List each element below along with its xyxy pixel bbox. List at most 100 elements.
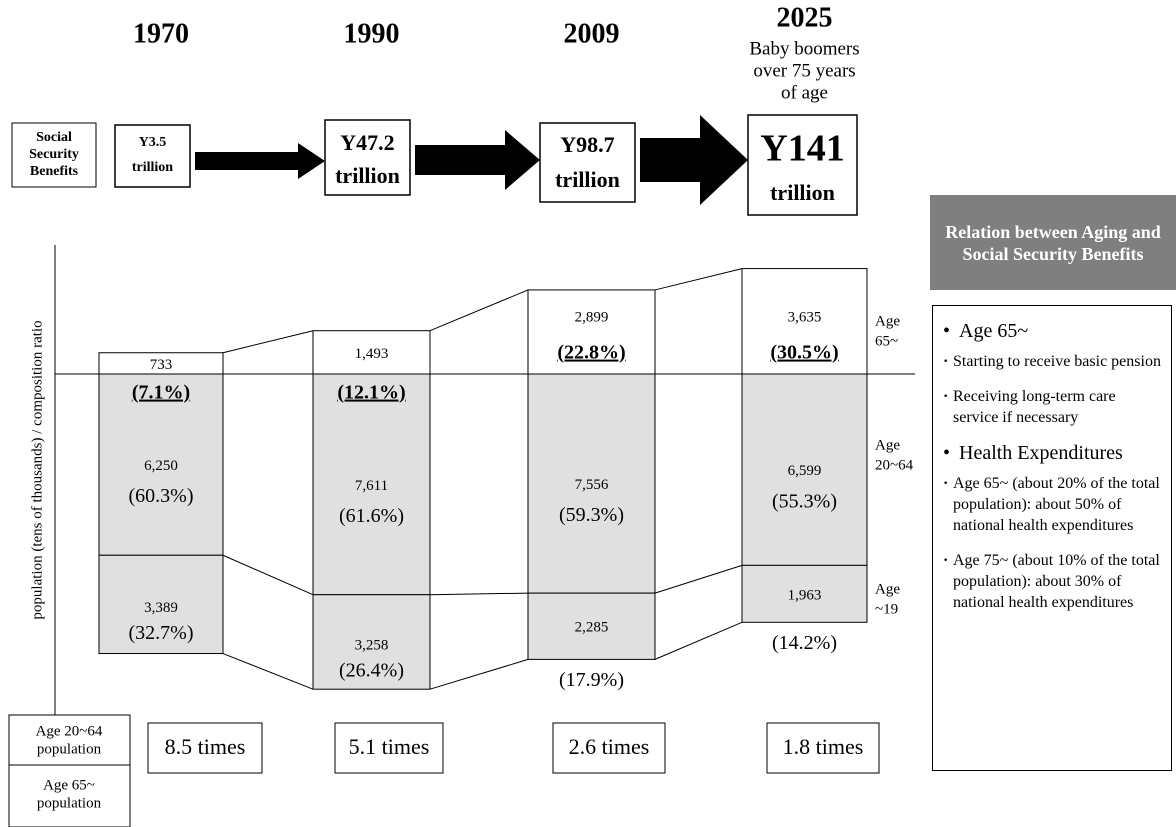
age19-value: 3,258 bbox=[355, 637, 389, 653]
connector bbox=[429, 658, 529, 690]
year-note: Baby boomers bbox=[749, 38, 859, 59]
times-box bbox=[147, 722, 263, 774]
age-label: Age bbox=[875, 437, 900, 453]
connector bbox=[222, 554, 314, 596]
arrow bbox=[195, 143, 325, 179]
benefit-box bbox=[539, 122, 636, 203]
age19-ratio: (14.2%) bbox=[772, 632, 837, 654]
benefit-box bbox=[324, 119, 411, 196]
ratio-label: Age 65~ bbox=[43, 777, 95, 793]
age19-ratio: (17.9%) bbox=[559, 669, 624, 691]
row-label: Social bbox=[36, 130, 72, 145]
age-label: ~19 bbox=[875, 601, 898, 617]
age65-value: 3,635 bbox=[788, 309, 822, 325]
age65-value: 1,493 bbox=[355, 346, 389, 362]
y-axis-label: population (tens of thousands) / composi… bbox=[29, 320, 45, 619]
year: 1970 bbox=[133, 18, 189, 49]
age19-ratio: (26.4%) bbox=[339, 660, 404, 682]
benefit: trillion bbox=[132, 160, 173, 175]
age65-ratio: (30.5%) bbox=[770, 342, 838, 364]
bar-age65 bbox=[527, 289, 656, 375]
ratio-box bbox=[8, 714, 131, 827]
age19-value: 1,963 bbox=[788, 587, 822, 603]
bar-age19 bbox=[98, 554, 224, 655]
row-label: Benefits bbox=[30, 164, 79, 179]
year: 2009 bbox=[564, 18, 620, 49]
benefit: trillion bbox=[555, 167, 620, 192]
age20-64-value: 6,599 bbox=[788, 463, 822, 479]
benefit-box bbox=[114, 124, 191, 188]
age20-64-value: 7,556 bbox=[575, 477, 609, 493]
row-label: Security bbox=[29, 147, 79, 162]
benefit-box bbox=[747, 114, 858, 216]
bar-age65 bbox=[741, 268, 868, 375]
times: 5.1 times bbox=[349, 734, 430, 759]
row-label-box bbox=[11, 122, 97, 188]
panel-item: Age 65~ (about 20% of the total populati… bbox=[943, 473, 1161, 536]
panel: Age 65~ Starting to receive basic pension… bbox=[932, 305, 1172, 771]
bar-age19 bbox=[312, 594, 431, 690]
times-box bbox=[766, 722, 880, 774]
times: 8.5 times bbox=[165, 734, 246, 759]
panel-item: Receiving long-term care service if nece… bbox=[943, 386, 1161, 428]
age20-64-value: 6,250 bbox=[144, 458, 178, 474]
year: 1990 bbox=[344, 18, 400, 49]
panel-item: Age 65~ bbox=[943, 320, 1161, 343]
age65-value: 733 bbox=[150, 357, 173, 373]
year-note: over 75 years bbox=[753, 60, 855, 81]
age65-ratio: (12.1%) bbox=[337, 382, 405, 404]
bar-age19 bbox=[527, 592, 656, 660]
connector bbox=[222, 653, 314, 690]
panel-item: Age 75~ (about 10% of the total populati… bbox=[943, 550, 1161, 613]
connector bbox=[654, 621, 743, 660]
ratio-label: population bbox=[37, 795, 102, 811]
arrow bbox=[640, 115, 748, 205]
age20-64-value: 7,611 bbox=[355, 478, 388, 494]
benefit: Y47.2 bbox=[340, 130, 394, 155]
age19-ratio: (32.7%) bbox=[129, 622, 194, 644]
connector bbox=[429, 592, 529, 596]
connector bbox=[429, 289, 529, 332]
age20-64-ratio: (59.3%) bbox=[559, 504, 624, 526]
panel-title: Relation between Aging and Social Securi… bbox=[930, 195, 1176, 290]
arrows bbox=[195, 115, 748, 205]
times-box bbox=[334, 722, 444, 774]
arrow bbox=[415, 130, 540, 190]
ratio-label: population bbox=[37, 741, 102, 757]
year-note: of age bbox=[781, 82, 828, 103]
benefit: trillion bbox=[770, 180, 835, 205]
age65-ratio: (22.8%) bbox=[557, 342, 625, 364]
connector bbox=[654, 564, 743, 594]
benefit: Y3.5 bbox=[139, 135, 167, 150]
times: 2.6 times bbox=[569, 734, 650, 759]
year: 2025 bbox=[777, 2, 833, 33]
bar-age65 bbox=[312, 330, 431, 375]
ratio-label: Age 20~64 bbox=[36, 723, 103, 739]
age-label: 65~ bbox=[875, 333, 898, 349]
bar-age20-64 bbox=[98, 373, 224, 556]
benefit: Y98.7 bbox=[560, 132, 614, 157]
bar-age19 bbox=[741, 564, 868, 623]
age-label: 20~64 bbox=[875, 457, 914, 473]
age19-value: 3,389 bbox=[144, 600, 178, 616]
connector bbox=[654, 268, 743, 291]
age20-64-ratio: (55.3%) bbox=[772, 490, 837, 512]
bar-age20-64 bbox=[527, 373, 656, 594]
bar-age20-64 bbox=[741, 373, 868, 566]
bar-age20-64 bbox=[312, 373, 431, 596]
age65-value: 2,899 bbox=[575, 309, 609, 325]
times-box bbox=[552, 722, 666, 774]
panel-item: Health Expenditures bbox=[943, 442, 1161, 465]
panel-item: Starting to receive basic pension bbox=[943, 351, 1161, 372]
age20-64-ratio: (61.6%) bbox=[339, 505, 404, 527]
age19-value: 2,285 bbox=[575, 620, 609, 636]
benefit: trillion bbox=[335, 163, 400, 188]
age-label: Age bbox=[875, 581, 900, 597]
times: 1.8 times bbox=[783, 734, 864, 759]
age-label: Age bbox=[875, 313, 900, 329]
connector bbox=[222, 330, 314, 354]
age20-64-ratio: (60.3%) bbox=[129, 485, 194, 507]
age65-ratio: (7.1%) bbox=[132, 382, 190, 404]
